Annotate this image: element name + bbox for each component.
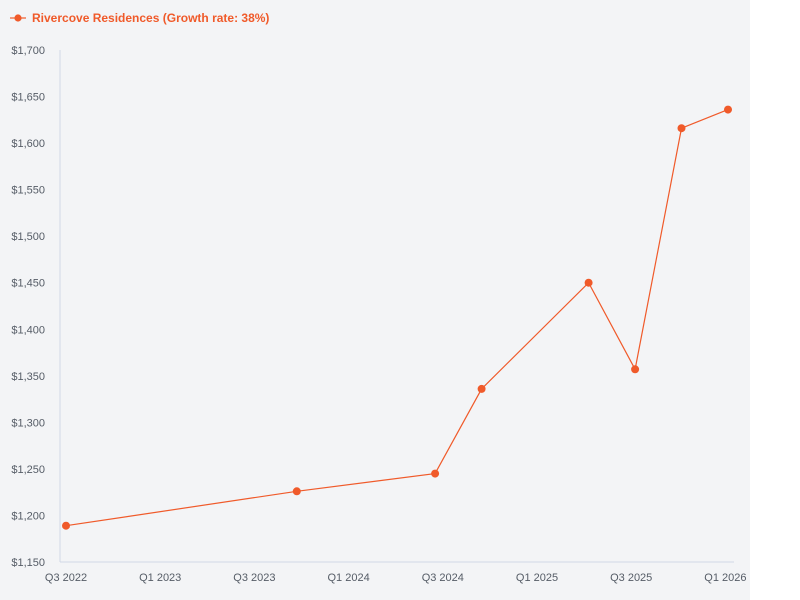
y-tick-label: $1,700 — [11, 45, 45, 57]
plot-panel — [0, 0, 750, 600]
x-tick-label: Q1 2023 — [139, 572, 181, 584]
x-tick-label: Q3 2022 — [45, 572, 87, 584]
y-tick-label: $1,150 — [11, 557, 45, 569]
x-tick-label: Q3 2024 — [422, 572, 464, 584]
x-tick-label: Q3 2023 — [233, 572, 275, 584]
y-tick-label: $1,500 — [11, 231, 45, 243]
legend[interactable]: Rivercove Residences (Growth rate: 38%) — [10, 9, 269, 27]
data-point — [631, 365, 640, 374]
data-point — [431, 469, 440, 478]
y-tick-label: $1,650 — [11, 92, 45, 104]
y-tick-label: $1,400 — [11, 324, 45, 336]
x-tick-label: Q1 2024 — [327, 572, 369, 584]
data-point — [62, 521, 70, 530]
x-tick-label: Q3 2025 — [610, 572, 652, 584]
legend-marker-icon — [10, 14, 26, 22]
y-tick-label: $1,200 — [11, 510, 45, 522]
y-tick-label: $1,550 — [11, 185, 45, 197]
x-tick-label: Q1 2026 — [704, 572, 746, 584]
y-tick-label: $1,350 — [11, 371, 45, 383]
y-tick-label: $1,300 — [11, 417, 45, 429]
legend-label: Rivercove Residences (Growth rate: 38%) — [32, 11, 270, 25]
data-point — [477, 384, 486, 393]
y-tick-label: $1,600 — [11, 138, 45, 150]
data-point — [724, 105, 732, 114]
y-tick-label: $1,250 — [11, 464, 45, 476]
data-point — [677, 124, 686, 133]
data-point — [292, 487, 301, 496]
data-point — [584, 278, 593, 287]
x-tick-label: Q1 2025 — [516, 572, 558, 584]
series-line — [65, 109, 729, 527]
y-tick-label: $1,450 — [11, 278, 45, 290]
